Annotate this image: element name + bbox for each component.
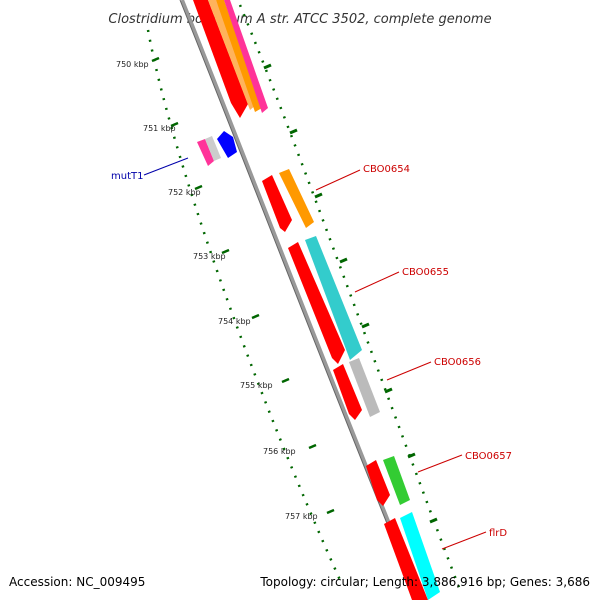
CBO0654-gene-arrow bbox=[279, 169, 314, 228]
cds-arrow bbox=[333, 364, 362, 420]
CBO0654-leader bbox=[315, 169, 361, 191]
tick-label-757: 757 kbp bbox=[285, 512, 318, 521]
tick-label-752: 752 kbp bbox=[168, 188, 201, 197]
mutT1-gene-arrow bbox=[217, 131, 237, 158]
cds-arrow bbox=[384, 518, 428, 600]
tick-mark bbox=[361, 322, 370, 329]
CBO0657-gene-arrow bbox=[383, 456, 410, 505]
flrD-gene-arrow bbox=[400, 512, 440, 600]
cds-arrow bbox=[366, 460, 390, 506]
outer-dotted-ring bbox=[238, 4, 462, 591]
gray-arrow bbox=[205, 136, 221, 161]
CBO0656-gene-arrow bbox=[349, 358, 380, 417]
gene-label-CBO0654[interactable]: CBO0654 bbox=[363, 164, 410, 175]
tick-mark bbox=[314, 192, 323, 199]
pink-arrow bbox=[197, 139, 214, 166]
flrD-leader bbox=[441, 531, 487, 550]
tick-label-754: 754 kbp bbox=[218, 317, 251, 326]
tick-mark bbox=[251, 313, 260, 320]
accession-text: Accession: NC_009495 bbox=[9, 575, 145, 589]
features bbox=[193, 0, 440, 600]
scale-ring: 750 kbp 751 kbp 752 kbp 753 kbp 754 kbp … bbox=[116, 29, 342, 581]
cds-arrow bbox=[288, 242, 345, 364]
tick-mark bbox=[308, 443, 317, 450]
cds-arrow bbox=[262, 175, 292, 232]
inner-dotted-ring bbox=[146, 29, 342, 581]
leader-lines bbox=[143, 157, 487, 550]
outer-ring-ticks bbox=[263, 63, 438, 524]
gene-label-mutT1[interactable]: mutT1 bbox=[111, 171, 143, 182]
CBO0655-leader bbox=[354, 271, 400, 293]
genome-backbone bbox=[180, 0, 422, 600]
tick-label-755: 755 kbp bbox=[240, 381, 273, 390]
tick-marks bbox=[151, 56, 335, 515]
genome-backbone-shadow bbox=[179, 0, 419, 600]
topology-text: Topology: circular; Length: 3,886,916 bp… bbox=[259, 575, 590, 589]
tick-mark bbox=[384, 387, 393, 394]
tick-mark bbox=[194, 184, 203, 191]
tick-mark bbox=[429, 517, 438, 524]
tick-mark bbox=[221, 248, 230, 255]
CBO0657-leader bbox=[417, 454, 463, 473]
tick-mark bbox=[326, 508, 335, 515]
tick-mark bbox=[151, 56, 160, 63]
tick-label-753: 753 kbp bbox=[193, 252, 226, 261]
tick-mark bbox=[263, 63, 272, 70]
CBO0656-leader bbox=[386, 361, 432, 381]
tick-label-750: 750 kbp bbox=[116, 60, 149, 69]
gene-label-flrD[interactable]: flrD bbox=[489, 528, 507, 539]
gene-label-CBO0656[interactable]: CBO0656 bbox=[434, 357, 481, 368]
tick-mark bbox=[339, 257, 348, 264]
map-title: Clostridium botulinum A str. ATCC 3502, … bbox=[108, 12, 491, 27]
tick-label-751: 751 kbp bbox=[143, 124, 176, 133]
tick-mark bbox=[281, 377, 290, 384]
CBO0655-gene-arrow bbox=[305, 236, 362, 360]
orange-arrow bbox=[216, 0, 262, 112]
mutT1-leader bbox=[143, 157, 189, 176]
tick-mark bbox=[407, 452, 416, 459]
gene-label-CBO0655[interactable]: CBO0655 bbox=[402, 267, 449, 278]
gene-label-CBO0657[interactable]: CBO0657 bbox=[465, 451, 512, 462]
pink-arrow bbox=[224, 0, 268, 113]
cds-arrow bbox=[193, 0, 248, 118]
tick-label-756: 756 kbp bbox=[263, 447, 296, 456]
tick-mark bbox=[289, 128, 298, 135]
tick-mark bbox=[170, 121, 179, 128]
